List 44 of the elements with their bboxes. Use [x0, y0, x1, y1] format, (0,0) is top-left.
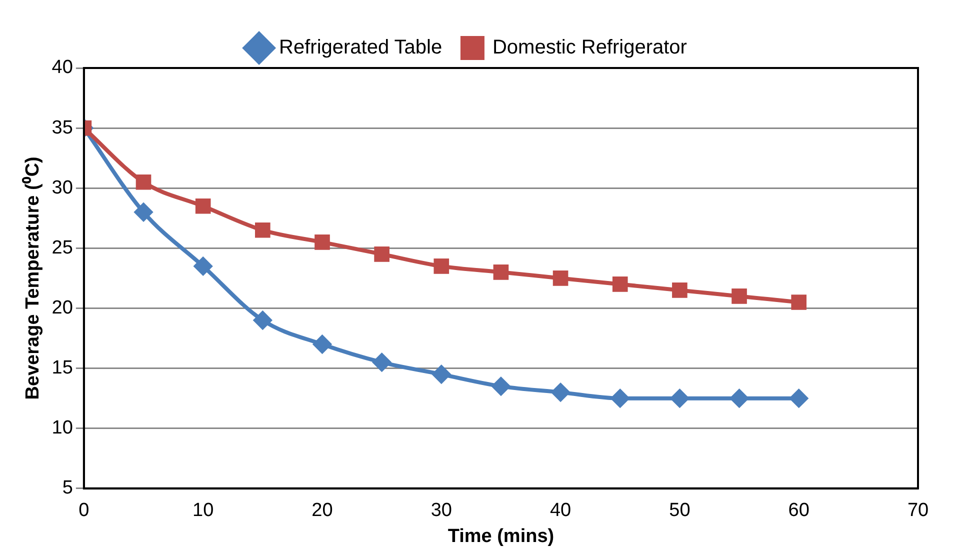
x-tick-label: 30: [430, 500, 452, 522]
legend-label: Domestic Refrigerator: [492, 36, 688, 59]
point: [492, 377, 510, 396]
point: [136, 174, 152, 190]
point: [552, 270, 568, 286]
point: [254, 311, 272, 330]
y-tick-label: 20: [52, 297, 73, 318]
y-axis-title: Beverage Temperature (⁰C): [22, 156, 44, 400]
point: [730, 389, 748, 408]
y-tick-label: 40: [52, 57, 73, 78]
point: [552, 383, 570, 402]
point: [372, 353, 391, 372]
y-tick-label: 30: [52, 177, 73, 198]
point: [195, 198, 211, 214]
y-tick-label: 25: [52, 237, 73, 258]
point: [732, 288, 747, 304]
point: [612, 276, 628, 292]
point: [432, 365, 450, 384]
x-axis-title: Time (mins): [448, 526, 554, 547]
x-tick-label: 20: [312, 500, 333, 522]
x-tick-label: 10: [192, 500, 214, 522]
x-tick-label: 40: [550, 500, 572, 522]
point: [611, 389, 630, 408]
y-tick-label: 5: [62, 478, 73, 499]
point: [374, 246, 390, 262]
point: [313, 335, 332, 354]
point: [434, 258, 450, 274]
y-tick-label: 10: [52, 418, 73, 439]
x-tick-label: 0: [78, 500, 90, 522]
point: [314, 234, 330, 250]
point: [493, 264, 509, 280]
x-tick-label: 50: [669, 500, 690, 522]
point: [255, 222, 270, 238]
x-tick-label: 70: [907, 500, 929, 522]
point: [791, 294, 807, 310]
y-tick-label: 35: [52, 117, 73, 138]
legend-label: Refrigerated Table: [279, 36, 442, 59]
point: [670, 389, 689, 408]
point: [194, 257, 212, 276]
x-tick-label: 60: [788, 500, 810, 522]
point: [672, 282, 688, 298]
point: [134, 203, 153, 222]
y-tick-label: 15: [52, 358, 73, 379]
point: [790, 389, 808, 408]
